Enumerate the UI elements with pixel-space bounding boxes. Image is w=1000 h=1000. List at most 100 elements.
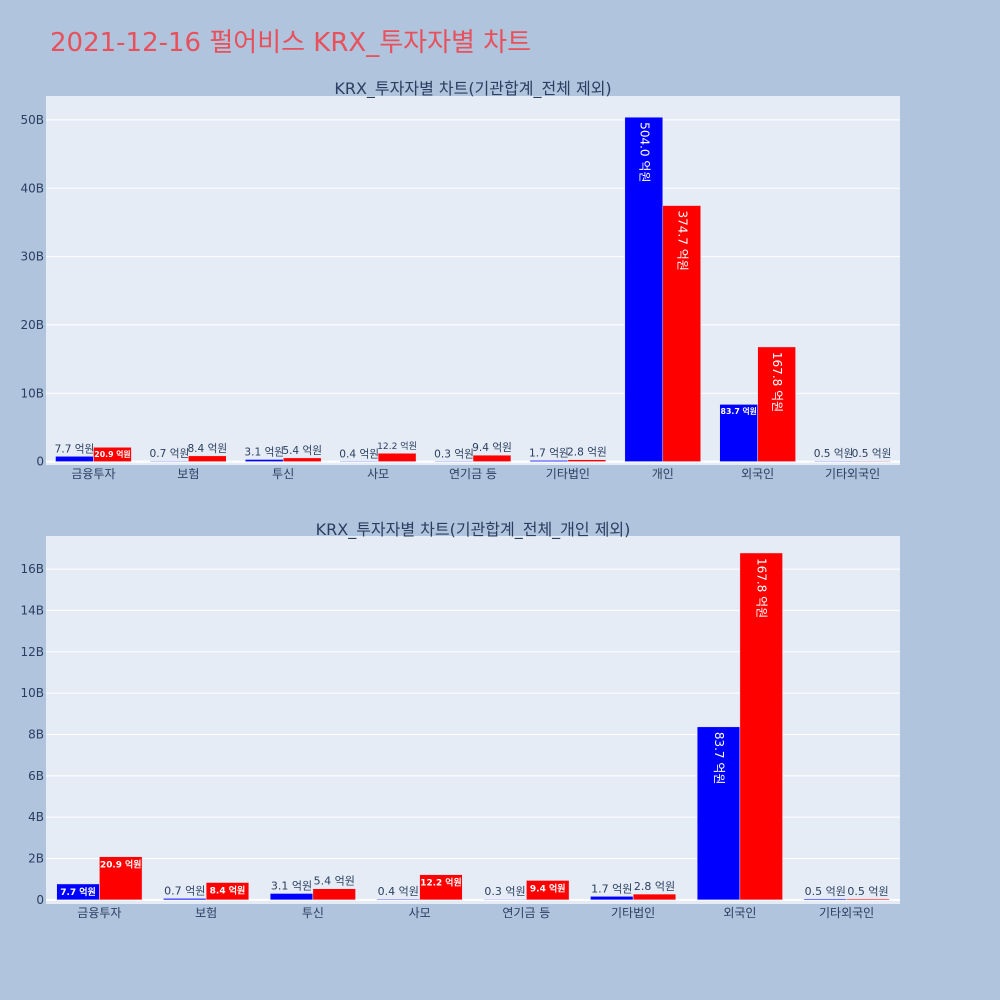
data-label: 1.7 억원 xyxy=(529,447,569,459)
data-label: 20.9 억원 xyxy=(94,449,130,459)
bar xyxy=(434,460,474,462)
data-label: 167.8 억원 xyxy=(770,352,784,412)
page-title: 2021-12-16 펄어비스 KRX_투자자별 차트 xyxy=(50,28,532,58)
data-label: 1.7 억원 xyxy=(591,882,632,895)
x-tick-label: 연기금 등 xyxy=(502,906,550,920)
y-tick-label: 30B xyxy=(20,250,44,264)
y-tick-label: 4B xyxy=(28,810,44,824)
chart-title: KRX_투자자별 차트(기관합계_전체_개인 제외) xyxy=(316,520,631,540)
bar xyxy=(376,898,420,901)
bar xyxy=(339,460,379,462)
bar xyxy=(419,874,463,901)
bar-chart-bottom: 0 2B 4B 6B 8B 10B 12B 14B 16B KRX_투자자별 차트(기관합계_전체… xyxy=(20,520,900,920)
bar xyxy=(377,452,417,462)
bar xyxy=(483,898,527,901)
y-tick-label: 8B xyxy=(28,727,44,741)
data-label: 0.3 억원 xyxy=(434,448,474,460)
data-label: 9.4 억원 xyxy=(530,882,566,894)
bar xyxy=(188,455,227,462)
bar xyxy=(757,346,796,462)
data-label: 8.4 억원 xyxy=(210,884,246,896)
bar xyxy=(55,456,94,462)
data-label: 5.4 억원 xyxy=(282,445,322,457)
data-label: 83.7 억원 xyxy=(721,406,757,416)
bar xyxy=(624,116,664,462)
bar xyxy=(852,460,891,462)
x-tick-label: 기타외국인 xyxy=(819,906,874,920)
data-label: 0.7 억원 xyxy=(149,448,189,460)
x-tick-label: 금융투자 xyxy=(77,906,121,920)
data-label: 3.1 억원 xyxy=(244,446,284,458)
data-label: 2.8 억원 xyxy=(634,880,675,893)
data-label: 0.3 억원 xyxy=(484,885,525,898)
x-tick-label: 연기금 등 xyxy=(449,467,497,481)
y-tick-label: 16B xyxy=(20,562,44,576)
data-label: 5.4 억원 xyxy=(314,875,355,888)
data-label: 374.7 억원 xyxy=(675,211,689,271)
x-tick-label: 기타법인 xyxy=(611,906,655,920)
y-tick-label: 20B xyxy=(20,318,44,332)
y-tick-label: 6B xyxy=(28,769,44,783)
x-tick-label: 투신 xyxy=(272,467,294,481)
x-tick-label: 금융투자 xyxy=(71,467,115,481)
data-label: 9.4 억원 xyxy=(472,442,512,454)
x-tick-label: 사모 xyxy=(367,467,389,481)
bar xyxy=(269,893,314,901)
data-label: 504.0 억원 xyxy=(637,122,651,182)
y-tick-label: 10B xyxy=(20,686,44,700)
bar xyxy=(662,205,701,462)
data-label: 0.5 억원 xyxy=(852,448,892,460)
data-label: 0.4 억원 xyxy=(378,885,419,898)
x-tick-label: 기타법인 xyxy=(546,467,590,481)
bar xyxy=(93,447,132,462)
y-tick-label: 0 xyxy=(36,893,44,907)
bar xyxy=(567,459,607,462)
y-tick-label: 40B xyxy=(20,181,44,195)
y-tick-label: 10B xyxy=(20,386,44,400)
y-tick-label: 14B xyxy=(20,603,44,617)
x-tick-label: 투신 xyxy=(302,906,324,920)
x-tick-label: 사모 xyxy=(409,906,431,920)
bar xyxy=(245,459,284,462)
y-tick-label: 2B xyxy=(28,852,44,866)
bar xyxy=(846,898,890,901)
bar xyxy=(529,460,569,462)
data-label: 12.2 억원 xyxy=(377,440,417,452)
bar xyxy=(739,552,783,901)
data-label: 83.7 억원 xyxy=(712,732,726,785)
bar-chart-top: 0 10B 20B 30B 40B 50B KRX_투자자별 차트(기관합계_전체 제외) 금… xyxy=(20,79,900,481)
data-label: 2.8 억원 xyxy=(567,447,607,459)
data-label: 3.1 억원 xyxy=(271,879,312,892)
data-label: 8.4 억원 xyxy=(187,443,227,455)
bar xyxy=(632,893,677,901)
bar xyxy=(472,454,512,462)
bar xyxy=(803,898,847,901)
data-label: 0.5 억원 xyxy=(814,448,854,460)
bar xyxy=(282,457,322,462)
x-tick-label: 개인 xyxy=(652,467,674,481)
bar xyxy=(99,856,143,901)
bar xyxy=(526,880,570,901)
data-label: 167.8 억원 xyxy=(755,558,769,618)
bar xyxy=(163,898,207,901)
bar xyxy=(150,460,189,462)
data-label: 7.7 억원 xyxy=(60,886,96,898)
bar xyxy=(312,888,356,901)
data-label: 7.7 억원 xyxy=(55,443,95,455)
x-tick-label: 외국인 xyxy=(741,467,774,481)
data-label: 0.5 억원 xyxy=(847,885,888,898)
x-tick-label: 외국인 xyxy=(723,906,756,920)
chart-title: KRX_투자자별 차트(기관합계_전체 제외) xyxy=(334,79,611,99)
y-tick-label: 0 xyxy=(36,455,44,469)
y-tick-label: 50B xyxy=(20,113,44,127)
bar xyxy=(814,460,853,462)
bar xyxy=(590,896,634,901)
x-tick-label: 기타외국인 xyxy=(825,467,880,481)
bar xyxy=(719,404,758,462)
data-label: 12.2 억원 xyxy=(420,877,461,889)
y-tick-label: 12B xyxy=(20,645,44,659)
bar xyxy=(696,726,741,901)
data-label: 0.5 억원 xyxy=(805,885,846,898)
data-label: 20.9 억원 xyxy=(100,859,141,871)
data-label: 0.7 억원 xyxy=(164,884,205,897)
